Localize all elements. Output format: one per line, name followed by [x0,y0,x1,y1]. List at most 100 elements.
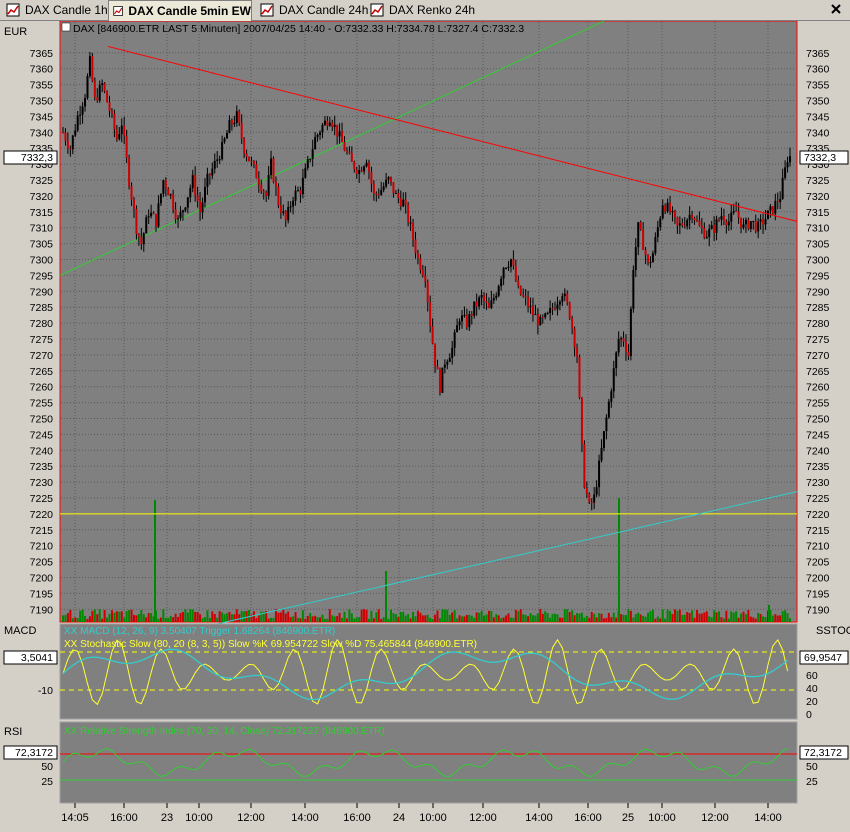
candle-body [299,190,302,195]
candle-body [647,255,650,263]
volume-bar [221,612,224,622]
candle-body [69,148,72,150]
rsi-tick-right: 25 [806,776,818,788]
volume-bar [563,609,566,622]
tab-dax-candle-5min-ew[interactable]: DAX Candle 5min EW [108,0,252,21]
price-tick-right: 7265 [806,366,830,378]
volume-bar [360,609,363,622]
candle-body [558,301,561,305]
candle-body [561,296,564,302]
price-tick-right: 7245 [806,429,830,441]
price-tick-left: 7325 [30,175,54,187]
candle-body [372,183,375,194]
candle-body [534,314,537,316]
rsi-value-right: 72,3172 [804,747,842,759]
price-tick-right: 7230 [806,477,830,489]
candle-body [612,368,615,392]
volume-bar [135,615,138,622]
volume-bar [294,612,297,622]
candle-body [155,213,158,227]
volume-bar [113,612,116,622]
candle-body [216,159,219,161]
candle-body [309,158,312,160]
candle-body [480,295,483,298]
candle-body [789,156,791,163]
volume-bar [468,614,471,622]
tab-dax-renko-24h[interactable]: DAX Renko 24h [366,1,475,19]
volume-bar [681,615,684,622]
cyan-trendline[interactable] [169,491,798,636]
close-icon[interactable] [830,3,842,15]
volume-bar [583,617,586,622]
candle-body [519,286,522,295]
volume-bar [732,612,735,622]
tab-dax-candle-1h[interactable]: DAX Candle 1h [2,1,108,19]
candle-body [588,493,591,503]
candle-body [277,186,280,206]
candle-body [184,207,187,211]
volume-bar [786,613,789,622]
volume-bar [407,614,410,622]
chart-icon [260,3,274,17]
stoch-tick: 40 [806,683,818,695]
candle-body [103,83,106,92]
volume-bar [321,614,324,622]
price-plot-area[interactable] [59,20,798,623]
volume-bar [720,617,723,622]
candle-body [88,56,91,77]
candle-body [434,343,437,366]
candle-body [764,219,767,225]
candle-body [431,326,434,344]
volume-bar [456,618,459,622]
candle-body [284,211,287,221]
price-tick-right: 7345 [806,111,830,123]
volume-bar [737,617,740,622]
red-trendline[interactable] [107,45,798,222]
volume-bar [600,613,603,622]
time-label: 10:00 [185,812,213,824]
volume-bar [705,611,708,622]
candle-body [576,347,579,357]
candle-body [375,193,378,195]
volume-bar [426,614,429,622]
chart-window: EUR 7365 7360 7355 7350 7345 7340 7335 7330 7325… [0,20,850,829]
candle-body [544,313,547,318]
rsi-value-box-right [799,745,849,760]
candle-body [703,228,706,238]
candle-body [644,249,647,256]
candle-body [563,293,566,297]
candle-body [438,369,441,393]
volume-bar [708,616,711,622]
volume-bar [480,610,483,622]
candle-body [353,161,356,170]
volume-bar [184,609,187,622]
volume-bar [140,610,143,622]
volume-bar [358,617,361,622]
green-trendline[interactable] [59,20,605,276]
volume-bar [678,609,681,622]
price-tick-left: 7345 [30,111,54,123]
volume-bar [642,615,645,622]
macd-plot-area[interactable] [59,623,798,720]
candle-body [656,227,659,238]
volume-bar [571,610,574,622]
candle-body [483,295,486,302]
tab-dax-candle-24h[interactable]: DAX Candle 24h [256,1,368,19]
candle-body [211,168,214,176]
volume-bar [671,614,674,622]
volume-bar [118,611,121,622]
volume-bar [306,615,309,622]
volume-bar [764,616,767,622]
candle-body [786,162,789,168]
price-tick-left: 7210 [30,541,54,553]
candle-body [252,161,255,165]
price-tick-right: 7365 [806,48,830,60]
candle-body [228,120,231,134]
volume-bar [534,615,537,622]
candle-body [282,211,285,213]
candle-body [304,167,307,178]
candle-body [688,214,691,221]
candle-body [747,219,750,229]
rsi-plot-area[interactable] [59,721,798,804]
candle-body [766,210,769,220]
